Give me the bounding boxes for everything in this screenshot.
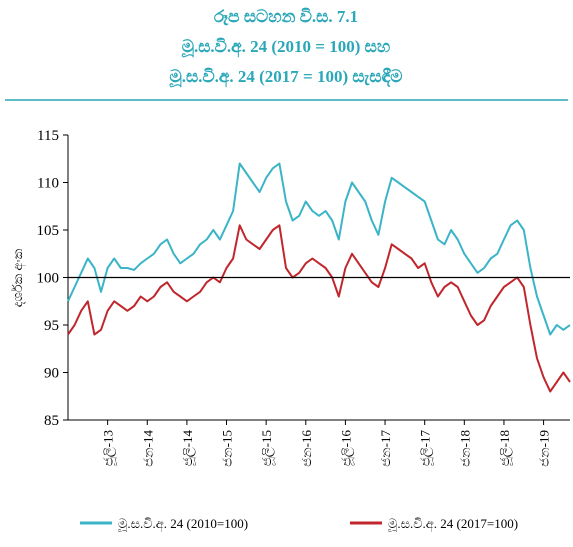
x-tick-label: ජූලි-14 xyxy=(180,430,196,467)
y-tick-label: 85 xyxy=(44,413,59,429)
legend-label: මූ.ස.වි.අ. 24 (2017=100) xyxy=(387,516,518,532)
x-tick-label: ජන-18 xyxy=(457,430,472,467)
chart-subtitle: මූ.ස.වි.අ. 24 (2010 = 100) සහ xyxy=(181,37,391,58)
x-tick-label: ජන-17 xyxy=(378,430,393,467)
x-tick-label: ජූලි-15 xyxy=(259,430,275,466)
x-tick-label: ජන-15 xyxy=(220,430,235,467)
x-tick-label: ජූලි-17 xyxy=(418,430,434,467)
x-tick-label: ජන-14 xyxy=(140,430,155,467)
chart-title: රූප සටහන වි.ස. 7.1 xyxy=(214,7,358,26)
y-tick-label: 105 xyxy=(37,223,60,239)
y-tick-label: 95 xyxy=(44,318,59,334)
y-tick-label: 110 xyxy=(37,176,59,192)
x-tick-label: ජූලි-16 xyxy=(338,430,354,467)
legend-label: මූ.ස.වි.අ. 24 (2010=100) xyxy=(117,516,248,532)
x-tick-label: ජූලි-13 xyxy=(101,430,117,466)
series-line xyxy=(67,162,571,336)
y-tick-label: 90 xyxy=(44,366,59,382)
x-tick-label: ජන-16 xyxy=(299,430,314,467)
chart-subtitle: මූ.ස.වි.අ. 24 (2017 = 100) සැසඳීම xyxy=(169,67,403,88)
series-line xyxy=(67,224,571,393)
x-tick-label: ජූලි-18 xyxy=(497,430,513,466)
y-tick-label: 115 xyxy=(37,128,59,144)
x-tick-label: ජන-19 xyxy=(537,430,552,467)
y-axis-label: දර්ශක අංක xyxy=(10,248,26,307)
y-tick-label: 100 xyxy=(37,271,60,287)
